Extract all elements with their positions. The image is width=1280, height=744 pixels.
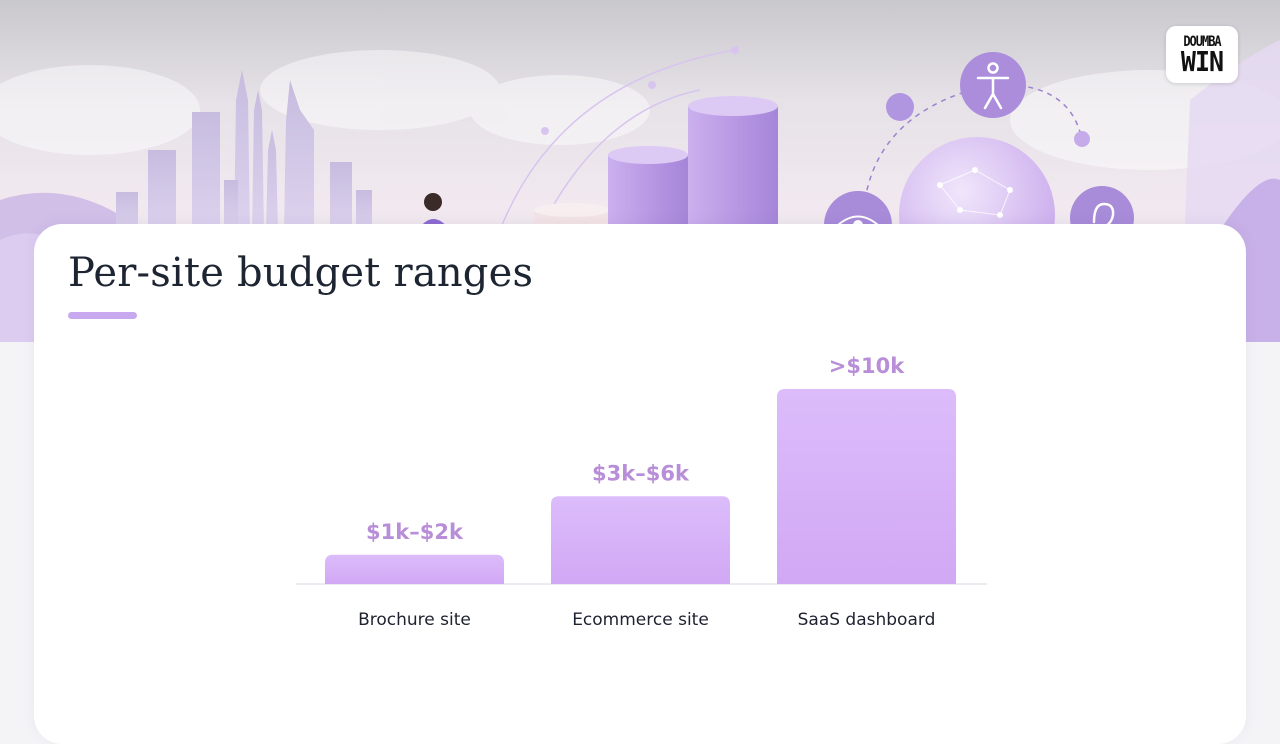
title-underline [68,312,137,319]
bar-value-label: >$10k [829,354,905,378]
connection-arcs [499,49,736,231]
brand-logo-line2: WIN [1180,45,1224,78]
bar-value-label: $3k–$6k [592,461,690,485]
brand-logo: DOUMBA WIN [1166,26,1238,83]
accessibility-icon [960,52,1026,118]
bar-brochure-site [325,554,504,584]
category-label: Ecommerce site [572,610,709,630]
bar-ecommerce-site [551,496,730,584]
bar-saas-dashboard [777,389,956,584]
brand-logo-line1: DOUMBA [1183,32,1221,50]
budget-bar-chart: $1k–$2k Brochure site $3k–$6k Ecommerce sit… [296,354,987,630]
content-card: Per-site budget ranges [34,224,1246,744]
category-label: SaaS dashboard [798,610,936,630]
category-label: Brochure site [358,610,471,630]
bar-value-label: $1k–$2k [366,520,464,544]
city-skyline [116,70,372,232]
page-title: Per-site budget ranges [68,250,534,296]
